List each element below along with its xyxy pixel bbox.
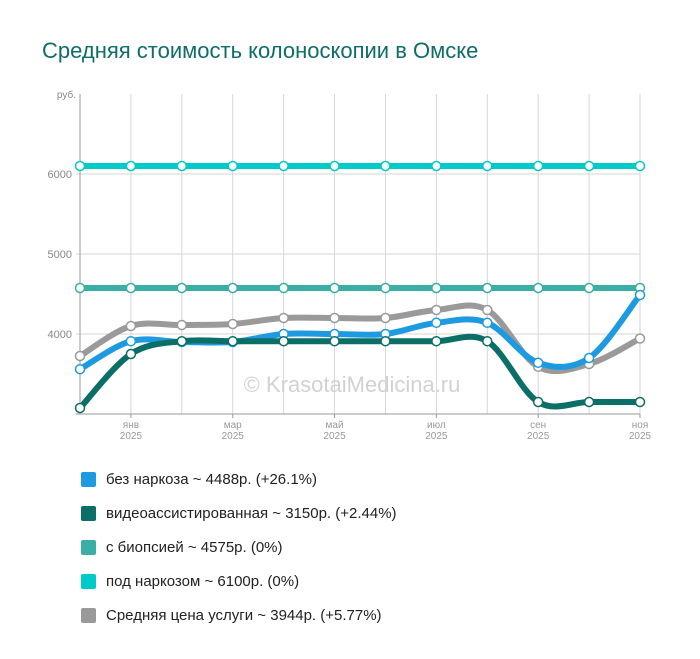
y-tick-label: 6000 xyxy=(48,169,72,181)
data-point xyxy=(634,289,646,301)
legend-item[interactable]: Средняя цена услуги ~ 3944р. (+5.77%) xyxy=(81,598,397,632)
y-axis-unit: руб. xyxy=(57,89,76,101)
data-point xyxy=(74,363,86,375)
data-point xyxy=(278,335,289,347)
data-point xyxy=(431,160,442,172)
y-tick-label: 5000 xyxy=(48,249,72,261)
y-tick-label: 4000 xyxy=(48,329,72,341)
x-tick-month: сен xyxy=(530,420,546,431)
data-point xyxy=(532,396,544,408)
x-tick-year: 2025 xyxy=(222,431,245,442)
x-tick-month: июл xyxy=(427,420,446,431)
data-point xyxy=(431,282,442,294)
data-point xyxy=(278,282,289,294)
data-point xyxy=(278,160,289,172)
data-point xyxy=(227,335,238,347)
data-point xyxy=(176,282,188,294)
data-point xyxy=(482,304,493,316)
data-point xyxy=(482,282,493,294)
data-point xyxy=(532,357,544,369)
data-point xyxy=(634,396,646,408)
legend-swatch xyxy=(81,505,96,521)
data-point xyxy=(176,335,188,347)
x-tick-month: мар xyxy=(224,420,242,431)
data-point xyxy=(329,160,340,172)
data-point xyxy=(125,335,137,347)
data-point xyxy=(125,348,137,360)
data-point xyxy=(583,396,595,408)
data-point xyxy=(482,335,493,347)
data-point xyxy=(380,160,391,172)
data-point xyxy=(482,160,493,172)
x-tick-year: 2025 xyxy=(120,431,143,442)
legend-item[interactable]: под наркозом ~ 6100р. (0%) xyxy=(81,564,397,598)
data-point xyxy=(227,282,238,294)
data-point xyxy=(125,160,137,172)
legend-label: под наркозом ~ 6100р. (0%) xyxy=(106,572,300,590)
data-point xyxy=(329,312,340,324)
x-tick-month: ноя xyxy=(632,420,649,431)
data-point xyxy=(125,282,137,294)
legend-item[interactable]: видеоассистированная ~ 3150р. (+2.44%) xyxy=(81,496,397,530)
legend-item[interactable]: с биопсией ~ 4575р. (0%) xyxy=(81,530,397,564)
legend-item[interactable]: без наркоза ~ 4488р. (+26.1%) xyxy=(81,462,397,496)
data-point xyxy=(380,335,391,347)
data-point xyxy=(431,335,442,347)
data-point xyxy=(532,160,544,172)
data-point xyxy=(634,160,646,172)
x-tick-month: янв xyxy=(123,420,139,431)
legend-label: без наркоза ~ 4488р. (+26.1%) xyxy=(106,470,317,488)
data-point xyxy=(227,318,238,330)
line-chart: 400050006000руб.янв2025мар2025май2025июл… xyxy=(48,89,652,442)
data-point xyxy=(125,320,137,332)
legend-label: Средняя цена услуги ~ 3944р. (+5.77%) xyxy=(106,606,382,624)
legend-label: с биопсией ~ 4575р. (0%) xyxy=(106,538,283,556)
data-point xyxy=(227,160,238,172)
data-point xyxy=(532,282,544,294)
data-point xyxy=(583,352,595,364)
data-point xyxy=(74,282,86,294)
legend-label: видеоассистированная ~ 3150р. (+2.44%) xyxy=(106,504,397,522)
data-point xyxy=(482,317,493,329)
x-tick-year: 2025 xyxy=(323,431,346,442)
data-point xyxy=(74,160,86,172)
x-tick-month: май xyxy=(326,420,344,431)
data-point xyxy=(634,333,646,344)
data-point xyxy=(74,350,86,362)
data-point xyxy=(431,304,442,316)
data-point xyxy=(329,335,340,347)
data-point xyxy=(176,319,188,331)
x-tick-year: 2025 xyxy=(527,431,550,442)
x-tick-year: 2025 xyxy=(629,431,652,442)
data-point xyxy=(431,317,442,329)
data-point xyxy=(329,282,340,294)
legend-swatch xyxy=(81,471,96,487)
data-point xyxy=(380,312,391,324)
data-point xyxy=(583,160,595,172)
legend-swatch xyxy=(81,607,96,623)
legend-swatch xyxy=(81,539,96,555)
series-line-0 xyxy=(77,291,643,373)
data-point xyxy=(176,160,188,172)
data-point xyxy=(380,282,391,294)
data-point xyxy=(278,312,289,324)
watermark: © KrasotaiMedicina.ru xyxy=(244,372,461,397)
legend: без наркоза ~ 4488р. (+26.1%) видеоассист… xyxy=(81,462,397,632)
data-point xyxy=(74,402,86,414)
chart-title: Средняя стоимость колоноскопии в Омске xyxy=(42,38,479,63)
data-point xyxy=(583,282,595,294)
legend-swatch xyxy=(81,573,96,589)
x-tick-year: 2025 xyxy=(425,431,448,442)
